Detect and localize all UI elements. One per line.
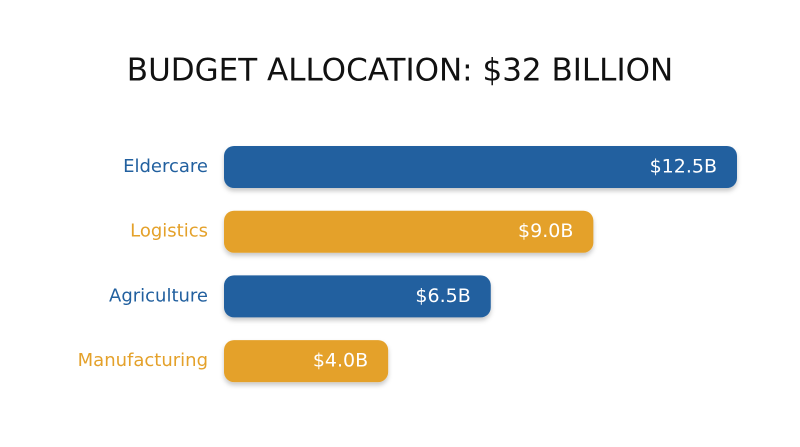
bar	[224, 275, 491, 318]
category-label: Manufacturing	[78, 350, 208, 371]
chart-title: BUDGET ALLOCATION: $32 BILLION	[127, 53, 673, 89]
value-label: $9.0B	[518, 220, 573, 242]
bar	[224, 210, 594, 253]
category-label: Eldercare	[123, 156, 208, 177]
category-label: Logistics	[130, 221, 208, 242]
bar	[224, 146, 737, 188]
value-label: $6.5B	[415, 285, 470, 307]
category-label: Agriculture	[109, 285, 208, 306]
bar	[224, 340, 389, 383]
value-label: $4.0B	[313, 350, 368, 372]
value-label: $12.5B	[650, 156, 717, 178]
